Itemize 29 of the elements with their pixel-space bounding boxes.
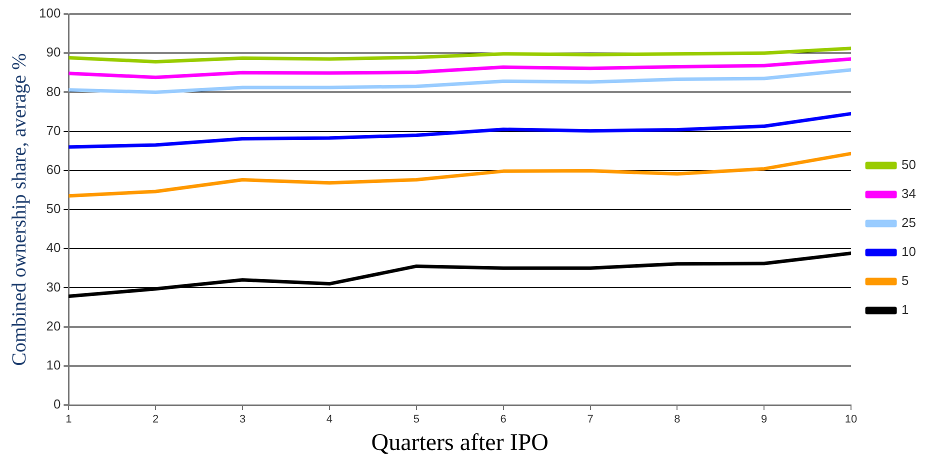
x-tick-label: 9: [761, 414, 768, 426]
x-tick-label: 2: [152, 414, 159, 426]
x-tick-label: 3: [239, 414, 246, 426]
y-axis-title: Combined ownership share, average %: [8, 53, 30, 366]
legend-label: 1: [902, 302, 909, 318]
x-tick-label: 7: [587, 414, 594, 426]
y-tick-label: 80: [46, 84, 61, 99]
x-tick-label: 1: [66, 414, 72, 426]
x-tick-label: 6: [500, 414, 506, 426]
y-tick-label: 60: [46, 162, 61, 177]
x-tick-label: 5: [413, 414, 420, 426]
legend-label: 34: [902, 186, 916, 202]
y-tick-label: 0: [53, 396, 61, 412]
legend-label: 50: [902, 157, 916, 172]
x-tick-label: 8: [674, 414, 680, 426]
y-tick-label: 40: [46, 240, 61, 256]
y-tick-label: 10: [46, 357, 61, 372]
y-tick-label: 20: [46, 318, 61, 334]
y-tick-label: 100: [38, 6, 61, 21]
y-tick-label: 50: [46, 201, 61, 216]
legend-label: 25: [902, 215, 916, 230]
x-tick-label: 10: [844, 414, 858, 426]
y-tick-label: 70: [46, 122, 61, 138]
x-tick-label: 4: [326, 414, 333, 426]
y-tick-label: 30: [46, 279, 61, 294]
legend-label: 5: [902, 273, 909, 288]
x-axis-title: Quarters after IPO: [371, 430, 548, 456]
y-tick-label: 90: [46, 44, 61, 60]
legend-label: 10: [902, 244, 916, 260]
